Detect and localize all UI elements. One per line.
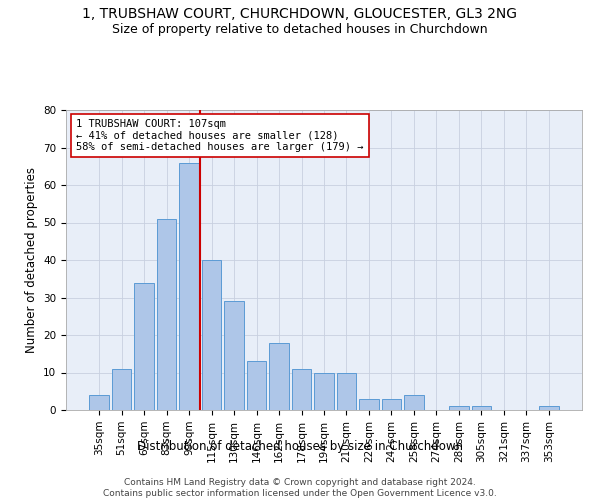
Bar (112, 369, 131, 410)
Bar (89, 395, 109, 410)
Text: 1 TRUBSHAW COURT: 107sqm
← 41% of detached houses are smaller (128)
58% of semi-: 1 TRUBSHAW COURT: 107sqm ← 41% of detach… (76, 119, 364, 152)
Text: Contains HM Land Registry data © Crown copyright and database right 2024.
Contai: Contains HM Land Registry data © Crown c… (103, 478, 497, 498)
Bar (359, 399, 379, 410)
Bar (292, 369, 311, 410)
Bar (449, 406, 469, 410)
Bar (247, 361, 266, 410)
Bar (472, 406, 491, 410)
Text: Distribution of detached houses by size in Churchdown: Distribution of detached houses by size … (137, 440, 463, 453)
Bar (404, 395, 424, 410)
Bar (202, 260, 221, 410)
Text: 1, TRUBSHAW COURT, CHURCHDOWN, GLOUCESTER, GL3 2NG: 1, TRUBSHAW COURT, CHURCHDOWN, GLOUCESTE… (83, 8, 517, 22)
Bar (314, 372, 334, 410)
Y-axis label: Number of detached properties: Number of detached properties (25, 167, 38, 353)
Bar (134, 282, 154, 410)
Bar (269, 342, 289, 410)
Bar (382, 399, 401, 410)
Bar (157, 219, 176, 410)
Bar (337, 372, 356, 410)
Text: Size of property relative to detached houses in Churchdown: Size of property relative to detached ho… (112, 22, 488, 36)
Bar (539, 406, 559, 410)
Bar (179, 162, 199, 410)
Bar (224, 301, 244, 410)
